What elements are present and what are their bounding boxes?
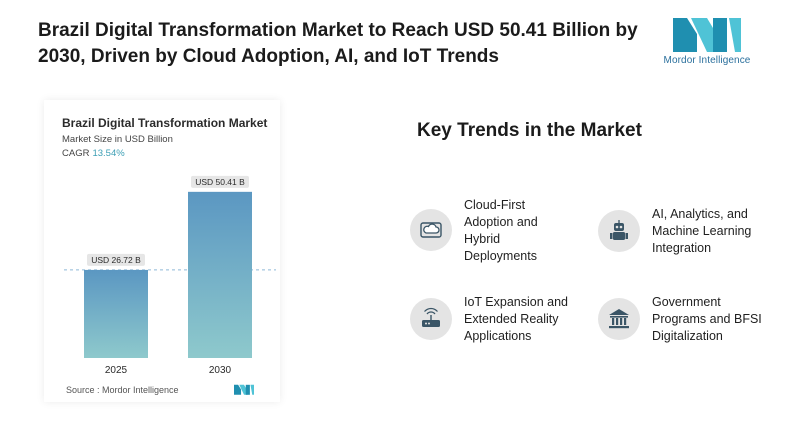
- robot-icon: [598, 210, 640, 252]
- data-label-bg-2030: [191, 175, 249, 188]
- trend-item-government: Government Programs and BFSI Digitalizat…: [598, 294, 772, 345]
- trend-item-iot: IoT Expansion and Extended Reality Appli…: [410, 294, 579, 345]
- cagr-value: 13.54%: [92, 148, 125, 159]
- data-label-2025: USD 26.72 B: [91, 255, 141, 265]
- chart-subtitle: Market Size in USD Billion: [62, 134, 173, 145]
- trend-label-cloud: Cloud-First Adoption and Hybrid Deployme…: [464, 198, 538, 263]
- data-label-bg-2025: [87, 253, 145, 266]
- chart-title: Brazil Digital Transformation Market: [62, 116, 268, 130]
- cagr-label: CAGR: [62, 148, 90, 159]
- trend-label-iot: IoT Expansion and Extended Reality Appli…: [464, 295, 569, 343]
- trends-title: Key Trends in the Market: [417, 120, 642, 141]
- chart-cagr: CAGR 13.54%: [62, 148, 125, 159]
- mordor-logo-icon: [673, 18, 741, 52]
- tick-label-2030: 2030: [209, 365, 232, 376]
- bar-2030: [188, 191, 252, 358]
- government-building-icon: [598, 298, 640, 340]
- chart-card: Brazil Digital Transformation Market Mar…: [44, 100, 280, 402]
- router-icon: [410, 298, 452, 340]
- trend-item-cloud: Cloud-First Adoption and Hybrid Deployme…: [410, 197, 564, 265]
- trend-item-ai: AI, Analytics, and Machine Learning Inte…: [598, 206, 772, 257]
- mordor-small-logo-icon: [234, 384, 254, 395]
- bar-chart: USD 26.72 B 2025 USD 50.41 B 2030: [64, 175, 276, 376]
- headline: Brazil Digital Transformation Market to …: [38, 20, 638, 67]
- trend-label-government: Government Programs and BFSI Digitalizat…: [652, 295, 762, 343]
- bar-2025: [84, 269, 148, 358]
- cloud-icon: [410, 209, 452, 251]
- data-label-2030: USD 50.41 B: [195, 177, 245, 187]
- trend-label-ai: AI, Analytics, and Machine Learning Inte…: [652, 207, 752, 255]
- brand-name: Mordor Intelligence: [663, 55, 751, 66]
- chart-source: Source : Mordor Intelligence: [66, 385, 179, 395]
- tick-label-2025: 2025: [105, 365, 128, 376]
- brand-logo: Mordor Intelligence: [662, 16, 752, 66]
